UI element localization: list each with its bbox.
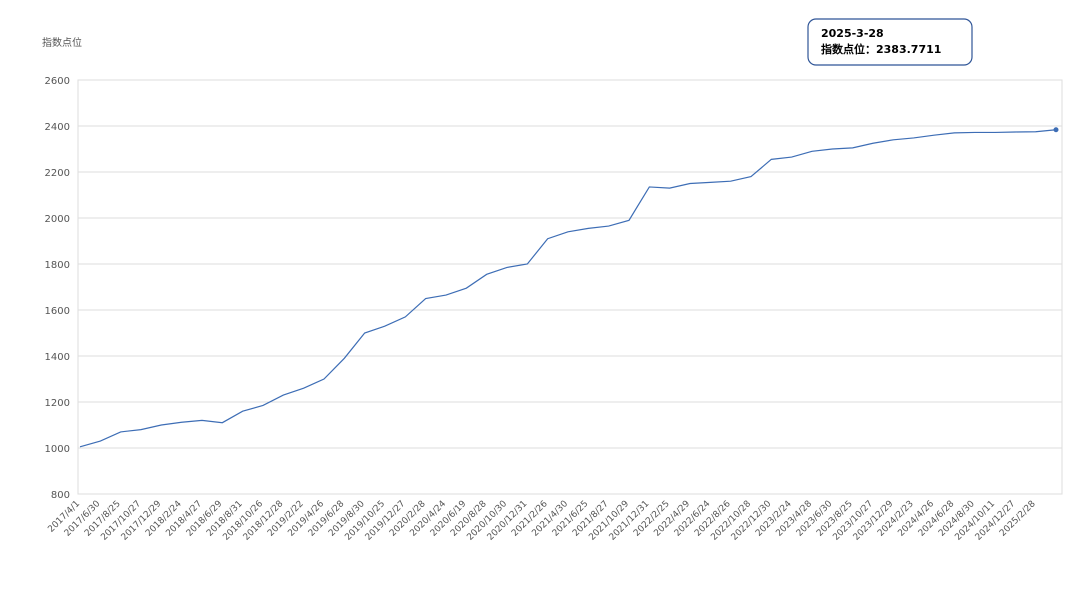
y-tick-label: 800 <box>51 490 70 501</box>
y-tick-label: 2400 <box>45 122 70 133</box>
highlight-point <box>1053 127 1059 133</box>
y-axis-title: 指数点位 <box>42 36 82 49</box>
line <box>79 129 1057 448</box>
tooltip-number: 2383.7711 <box>876 43 941 56</box>
y-tick-label: 2200 <box>45 168 70 179</box>
plot-border <box>77 79 1063 495</box>
tooltip <box>807 18 973 66</box>
tooltip-label: 指数点位： <box>821 42 876 56</box>
y-tick-label: 2600 <box>45 76 70 87</box>
y-tick-label: 2000 <box>45 214 70 225</box>
y-tick-label: 1400 <box>45 352 70 363</box>
y-tick-label: 1200 <box>45 398 70 409</box>
y-tick-label: 1000 <box>45 444 70 455</box>
y-tick-label: 1600 <box>45 306 70 317</box>
tooltip-value: 指数点位：2383.7711 <box>821 42 941 56</box>
y-tick-label: 1800 <box>45 260 70 271</box>
tooltip-date: 2025-3-28 <box>821 27 884 40</box>
